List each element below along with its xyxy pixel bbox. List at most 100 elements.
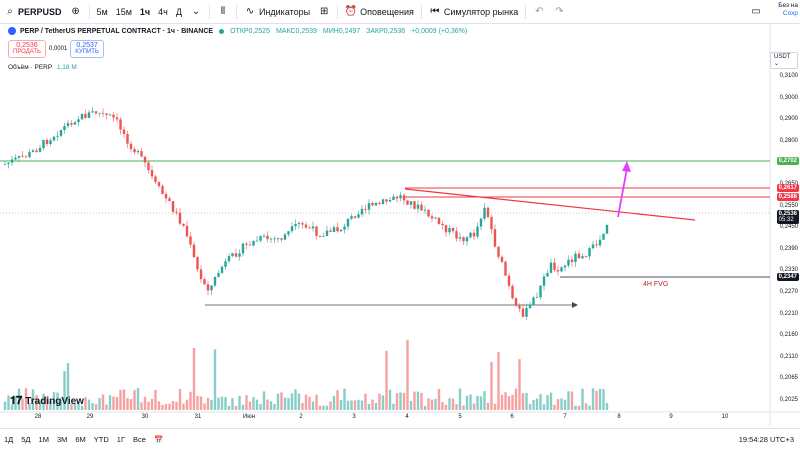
indicators-button[interactable]: ∿ Индикаторы — [240, 0, 314, 24]
volume-bar — [227, 405, 231, 410]
volume-bar — [10, 404, 14, 410]
range-6m[interactable]: 6М — [75, 434, 86, 444]
layouts-button[interactable]: ⊞ — [314, 0, 334, 24]
sell-button[interactable]: 0,2536 ПРОДАТЬ — [8, 40, 46, 58]
candle-body — [486, 207, 490, 217]
candle-body — [378, 202, 381, 205]
logo-text: TradingView — [25, 396, 84, 407]
undo-button[interactable]: ↶ — [529, 0, 549, 24]
replay-button[interactable]: ⏮ Симулятор рынка — [425, 0, 522, 24]
candle-body — [182, 223, 185, 226]
price-axis-label: 0,3000 — [779, 94, 798, 101]
clock[interactable]: 19:54:28 UTC+3 — [738, 434, 794, 444]
ohlc-open: ОТКР0,2525 — [230, 27, 270, 35]
volume-bar — [168, 403, 171, 410]
timeframe-d[interactable]: Д — [175, 6, 182, 17]
volume-bar — [115, 397, 119, 410]
volume-bar — [126, 398, 129, 410]
range-ytd[interactable]: YTD — [93, 434, 109, 444]
range-1m[interactable]: 1М — [38, 434, 49, 444]
bottom-toolbar: 1Д 5Д 1М 3М 6М YTD 1Г Все 📅 19:54:28 UTC… — [0, 428, 800, 449]
candle-body — [406, 200, 409, 205]
volume-bar — [458, 388, 462, 410]
candle-body — [196, 257, 199, 270]
chart-type-button[interactable]: ⫴ — [213, 0, 233, 24]
volume-bar — [329, 401, 332, 410]
candle-body — [364, 208, 367, 210]
layout-name[interactable]: Без на Сохр — [778, 2, 798, 18]
time-axis[interactable]: 28 29 30 31 Июн 2 3 4 5 6 7 8 9 10 — [0, 412, 770, 424]
volume-bar — [315, 394, 318, 410]
currency-selector[interactable]: USDT ⌄ — [770, 52, 798, 69]
candle-body — [66, 123, 70, 127]
candle-body — [497, 246, 500, 257]
volume-bar — [287, 398, 290, 410]
redo-button[interactable]: ↷ — [549, 0, 569, 24]
volume-bar — [24, 388, 28, 410]
volume-bar — [220, 396, 224, 410]
fvg-annotation[interactable]: 4H FVG — [643, 281, 669, 288]
price-tag: 0,2536 05:32 — [776, 210, 799, 224]
volume-bar — [395, 393, 399, 410]
volume-bar — [101, 394, 105, 410]
time-axis-label: 2 — [299, 414, 303, 420]
date-range-button[interactable]: 📅 — [150, 435, 167, 444]
range-1y[interactable]: 1Г — [116, 434, 126, 444]
volume-bar — [21, 398, 24, 410]
price-axis-label: 0,2110 — [780, 353, 798, 360]
price-axis-label: 0,2065 — [779, 375, 798, 382]
volume-bar — [308, 396, 311, 410]
range-1d[interactable]: 1Д — [4, 434, 14, 444]
candle-body — [528, 304, 532, 308]
candle-body — [318, 235, 322, 237]
candle-body — [336, 227, 339, 232]
volume-bar — [406, 339, 409, 410]
volume-value: 1,18 M — [56, 64, 77, 71]
volume-bar — [602, 389, 605, 410]
volume-bar — [42, 393, 45, 410]
timeframe-15m[interactable]: 15м — [115, 6, 132, 17]
volume-bar — [455, 404, 458, 410]
compare-button[interactable]: ⊕ — [66, 0, 86, 24]
timeframe-1h[interactable]: 1ч — [139, 6, 151, 17]
candle-body — [574, 253, 577, 263]
timeframe-dropdown[interactable]: ⌄ — [186, 0, 206, 24]
volume-bar — [189, 391, 192, 410]
price-axis-label: 0,2025 — [779, 397, 798, 403]
fullscreen-button[interactable]: ▭ — [746, 0, 766, 24]
tradingview-logo[interactable]: 𝟏𝟕 TradingView — [10, 395, 84, 408]
candle-body — [91, 111, 94, 113]
candle-body — [77, 119, 80, 123]
range-5d[interactable]: 5Д — [21, 434, 31, 444]
divider — [208, 4, 210, 19]
symbol-label: PERPUSD — [18, 6, 62, 17]
volume-bar — [178, 388, 182, 410]
volume-bar — [364, 393, 367, 410]
range-3m[interactable]: 3М — [56, 434, 68, 444]
range-all[interactable]: Все — [133, 434, 146, 444]
price-axis[interactable]: USDT ⌄ 0,31000,30000,29000,28000,27000,2… — [770, 24, 800, 426]
timeframe-4h[interactable]: 4ч — [158, 6, 168, 17]
time-axis-label: 30 — [141, 414, 149, 420]
buy-button[interactable]: 0,2537 КУПИТЬ — [70, 40, 104, 58]
symbol-search[interactable]: ⌕ PERPUSD — [0, 0, 66, 24]
volume-bar — [518, 359, 521, 410]
candle-body — [549, 262, 553, 273]
candle-body — [556, 269, 560, 272]
price-tag-countdown: 05:32 — [778, 217, 794, 223]
chart-pane[interactable] — [0, 24, 800, 426]
candle-body — [395, 196, 399, 199]
candle-body — [290, 226, 294, 232]
price-chart[interactable] — [0, 24, 800, 426]
chevron-down-icon: ⌄ — [191, 5, 201, 17]
volume-bar — [339, 400, 343, 410]
timeframe-5m[interactable]: 5м — [96, 6, 108, 17]
candle-body — [189, 236, 192, 245]
candle-body — [220, 266, 224, 273]
undo-icon: ↶ — [535, 5, 544, 17]
volume-label: Объём · PERP — [8, 64, 53, 71]
alerts-button[interactable]: ⏰ Оповещения — [341, 0, 418, 24]
buy-sell-panel: 0,2536 ПРОДАТЬ 0,0001 0,2537 КУПИТЬ — [8, 40, 104, 58]
tradingview-logo-icon: 𝟏𝟕 — [10, 395, 23, 407]
trend-line-red — [404, 188, 696, 221]
